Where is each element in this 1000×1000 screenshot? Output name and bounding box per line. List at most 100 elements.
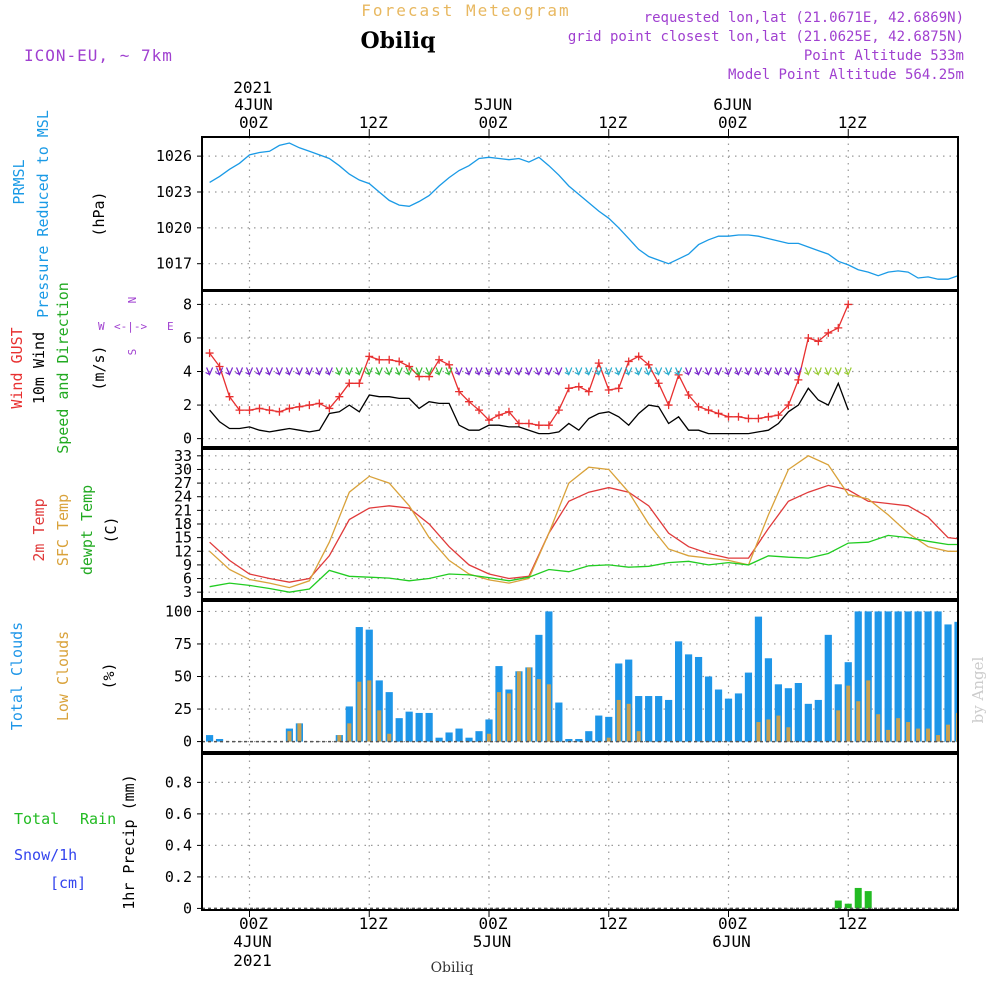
- gust-marker: [395, 357, 404, 366]
- panel-frame: [201, 600, 959, 753]
- total-cloud-bar: [645, 696, 653, 742]
- wind-direction-arrow: [315, 367, 323, 377]
- wind-direction-arrow: [444, 367, 453, 377]
- total-cloud-bar: [585, 731, 593, 742]
- total-cloud-bar: [455, 728, 463, 742]
- gust-marker: [485, 416, 493, 425]
- gust-marker: [405, 362, 414, 371]
- wind-direction-arrow: [724, 367, 733, 377]
- ytick-label: 0: [183, 899, 192, 917]
- compass-north: N: [126, 297, 139, 304]
- gust-marker: [504, 407, 513, 416]
- total-cloud-bar: [934, 611, 942, 742]
- low-cloud-bar: [926, 728, 931, 742]
- total-cloud-bar: [884, 611, 892, 742]
- cm-label: [cm]: [50, 874, 86, 892]
- low-cloud-bar: [536, 679, 541, 742]
- total-cloud-bar: [894, 611, 902, 742]
- gust-marker: [724, 412, 733, 421]
- total-cloud-bar: [724, 698, 733, 742]
- low-cloud-bar: [287, 731, 292, 742]
- ytick-label: 18: [174, 515, 192, 533]
- top-date-label: 5JUN: [474, 95, 513, 114]
- low-cloud-bar: [946, 724, 951, 742]
- total-cloud-bar: [734, 693, 743, 742]
- bottom-hour-label: 12Z: [598, 914, 627, 933]
- gust-marker: [574, 382, 583, 391]
- ytick-label: 50: [174, 668, 192, 686]
- wind-direction-arrow: [764, 367, 772, 377]
- chart-title: Forecast Meteogram: [361, 1, 570, 20]
- gust-marker: [714, 409, 723, 418]
- wind-direction-arrow: [295, 367, 303, 377]
- pressure-label-2: Pressure Reduced to MSL: [34, 110, 52, 318]
- ytick-label: 1020: [156, 219, 192, 237]
- total-cloud-bar: [575, 738, 583, 742]
- gust-marker: [644, 360, 653, 369]
- wind-direction-arrow: [255, 367, 264, 377]
- total-cloud-bar: [475, 731, 483, 742]
- ytick-label: 24: [174, 488, 192, 506]
- gust-marker: [584, 387, 593, 396]
- wind-direction-arrow: [414, 367, 423, 377]
- total-cloud-bar: [924, 611, 932, 742]
- rain-bar: [844, 903, 852, 909]
- wind-direction-arrow: [384, 367, 393, 377]
- gust-marker: [604, 385, 613, 394]
- wind-direction-arrow: [404, 367, 413, 377]
- ytick-label: 2: [183, 396, 192, 414]
- gust-marker: [834, 323, 843, 332]
- t2m-label: 2m Temp: [30, 498, 48, 561]
- wind-direction-arrow: [674, 367, 683, 377]
- ytick-label: 0.2: [165, 868, 192, 886]
- ytick-label: 0: [183, 733, 192, 751]
- top-date-label: 4JUN: [234, 95, 273, 114]
- wind-direction-arrow: [774, 367, 782, 377]
- wind-panel: 0 2 4 6 8: [183, 290, 959, 448]
- total-cloud-bar: [774, 684, 782, 742]
- ytick-label: 0.6: [165, 805, 192, 823]
- total-cloud-bar: [864, 611, 872, 742]
- total-cloud-bar: [804, 703, 812, 742]
- wind-direction-arrow: [694, 367, 703, 377]
- wind-direction-arrow: [464, 367, 473, 377]
- low-cloud-bar: [766, 719, 771, 742]
- total-cloud-bar: [944, 624, 952, 742]
- compass-west: W: [98, 320, 105, 333]
- wind-direction-arrow: [305, 367, 313, 377]
- total-label: Total: [14, 810, 59, 828]
- total-cloud-bar: [425, 712, 433, 742]
- gust-marker: [594, 359, 603, 368]
- precip-panel: 0 0.2 0.4 0.6 0.8: [165, 753, 959, 917]
- wind-direction-arrow: [664, 367, 673, 377]
- total-cloud-bar: [744, 672, 753, 742]
- wind-direction-arrow: [225, 367, 234, 377]
- low-cloud-bar: [756, 722, 761, 742]
- wind-direction-arrow: [355, 367, 363, 377]
- wind-direction-arrow: [624, 367, 633, 377]
- total-cloud-bar: [794, 683, 802, 742]
- total-cloud-bar: [764, 658, 773, 742]
- total-cloud-bar: [595, 715, 603, 742]
- bottom-date-label: 6JUN: [712, 932, 751, 951]
- low-cloud-bar: [367, 680, 372, 742]
- low-cloud-bar: [616, 699, 621, 742]
- total-cloud-bar: [405, 711, 413, 742]
- wind-label: 10m Wind: [30, 332, 48, 404]
- ytick-label: 1023: [156, 183, 192, 201]
- low-cloud-bar: [347, 723, 352, 742]
- dewpt-label: dewpt Temp: [78, 485, 96, 575]
- ytick-label: 0.4: [165, 836, 192, 854]
- rain-label: Rain: [80, 810, 116, 828]
- gust-marker: [325, 404, 334, 413]
- gust-marker: [355, 379, 364, 388]
- wind-direction-arrow: [744, 367, 753, 377]
- pressure-line: [209, 142, 958, 280]
- wind-direction-arrow: [374, 367, 383, 377]
- wind-direction-arrow: [834, 367, 842, 377]
- wind-unit: (m/s): [90, 345, 108, 390]
- rain-bar: [834, 900, 842, 909]
- wind-direction-arrow: [325, 367, 333, 377]
- wind-direction-arrow: [235, 367, 244, 377]
- temp-unit: (C): [102, 516, 120, 543]
